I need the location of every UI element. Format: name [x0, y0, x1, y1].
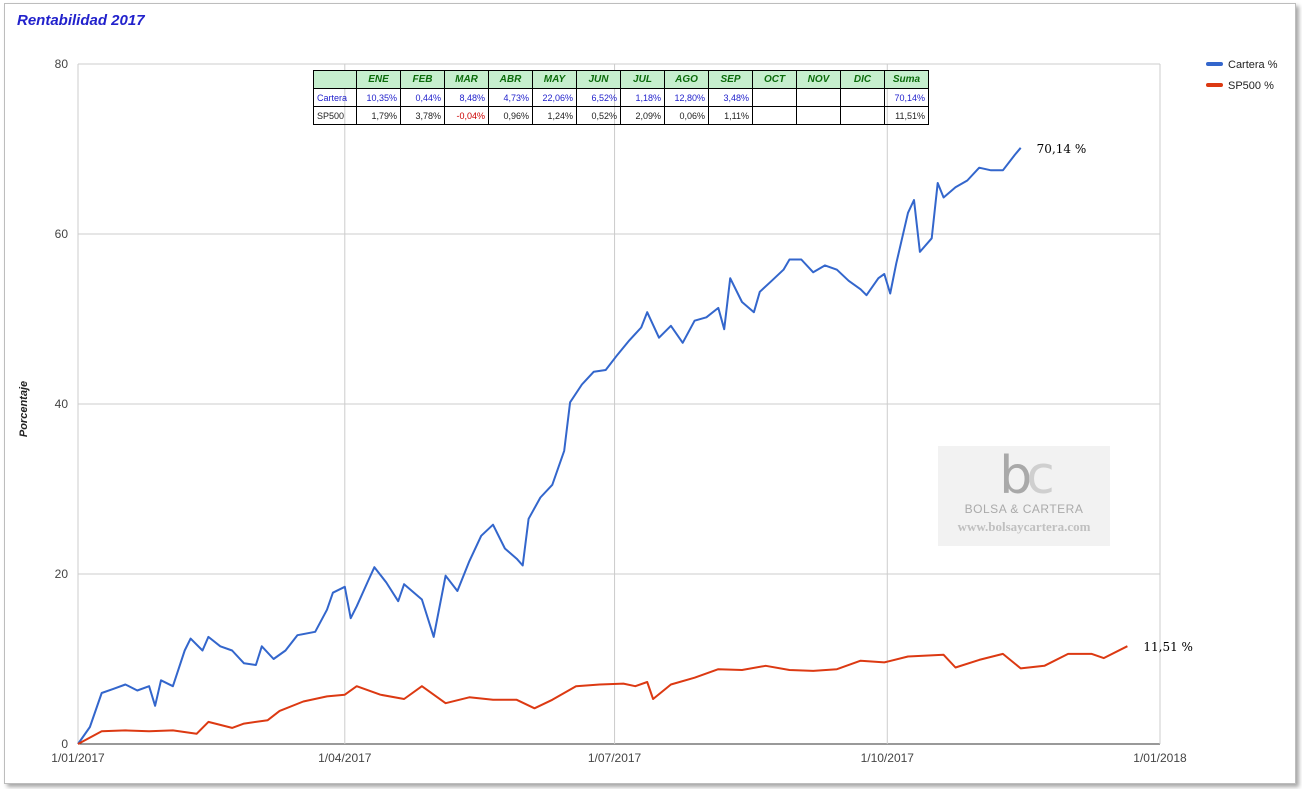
series-end-label: 11,51 % — [1143, 640, 1193, 654]
table-cell — [752, 88, 797, 107]
table-cell: 1,79% — [356, 106, 401, 125]
table-row-label: SP500 — [313, 106, 357, 125]
table-header-jul: JUL — [620, 70, 665, 89]
table-cell: 0,44% — [400, 88, 445, 107]
y-tick-label: 40 — [55, 397, 69, 411]
table-cell: 1,11% — [708, 106, 753, 125]
table-header-ago: AGO — [664, 70, 709, 89]
table-cell — [796, 88, 841, 107]
table-cell: 8,48% — [444, 88, 489, 107]
series-line-sp500 — [77, 645, 1128, 745]
y-tick-label: 0 — [61, 737, 68, 751]
y-tick-label: 60 — [55, 227, 69, 241]
table-cell — [796, 106, 841, 125]
table-header-sep: SEP — [708, 70, 753, 89]
watermark-logo-c: c — [1026, 446, 1054, 506]
table-cell — [840, 106, 885, 125]
watermark-name: BOLSA & CARTERA — [964, 502, 1084, 516]
watermark-url: www.bolsaycartera.com — [957, 519, 1091, 534]
table-header-feb: FEB — [400, 70, 445, 89]
table-cell: 1,24% — [532, 106, 577, 125]
series-end-label: 70,14 % — [1037, 142, 1087, 156]
table-cell: 0,96% — [488, 106, 533, 125]
table-cell: 3,48% — [708, 88, 753, 107]
table-cell: 3,78% — [400, 106, 445, 125]
y-tick-label: 80 — [55, 57, 69, 71]
watermark-logo-b: b — [999, 446, 1032, 506]
table-cell: 10,35% — [356, 88, 401, 107]
table-header-nov: NOV — [796, 70, 841, 89]
table-cell: 0,06% — [664, 106, 709, 125]
watermark-logo: bc — [938, 446, 1110, 506]
table-cell: 12,80% — [664, 88, 709, 107]
monthly-returns-table: ENE FEB MAR ABR MAY JUN JUL AGO SEP OCT NOV DIC Suma… — [313, 70, 929, 125]
table-header-row: ENE FEB MAR ABR MAY JUN JUL AGO SEP OCT NOV DIC Suma — [313, 70, 929, 89]
table-header-may: MAY — [532, 70, 577, 89]
table-row: SP500 1,79% 3,78% -0,04% 0,96% 1,24% 0,52% 2,09… — [313, 106, 929, 125]
table-row-label: Cartera — [313, 88, 357, 107]
x-tick-label: 1/01/2018 — [1133, 751, 1187, 765]
table-cell: 4,73% — [488, 88, 533, 107]
x-tick-label: 1/01/2017 — [51, 751, 105, 765]
table-header-ene: ENE — [356, 70, 401, 89]
table-cell: 1,18% — [620, 88, 665, 107]
y-tick-label: 20 — [55, 567, 69, 581]
table-header-mar: MAR — [444, 70, 489, 89]
table-header-jun: JUN — [576, 70, 621, 89]
table-cell: 0,52% — [576, 106, 621, 125]
table-cell — [840, 88, 885, 107]
table-header-dic: DIC — [840, 70, 885, 89]
table-corner-cell — [313, 70, 357, 89]
table-row: Cartera 10,35% 0,44% 8,48% 4,73% 22,06% 6,52% 1… — [313, 88, 929, 107]
x-tick-label: 1/04/2017 — [318, 751, 372, 765]
table-header-oct: OCT — [752, 70, 797, 89]
table-cell: 2,09% — [620, 106, 665, 125]
table-cell: -0,04% — [444, 106, 489, 125]
table-cell: 6,52% — [576, 88, 621, 107]
table-header-abr: ABR — [488, 70, 533, 89]
legend-entry: Cartera % — [1228, 59, 1278, 71]
x-tick-label: 1/07/2017 — [588, 751, 642, 765]
y-axis-label: Porcentaje — [18, 381, 30, 437]
table-cell: 11,51% — [884, 106, 929, 125]
x-tick-label: 1/10/2017 — [861, 751, 915, 765]
chart-title: Rentabilidad 2017 — [17, 12, 145, 29]
watermark: bc BOLSA & CARTERA www.bolsaycartera.com — [938, 446, 1110, 546]
table-cell — [752, 106, 797, 125]
series-line-cartera — [77, 147, 1022, 745]
table-cell: 70,14% — [884, 88, 929, 107]
table-header-suma: Suma — [884, 70, 929, 89]
legend-entry: SP500 % — [1228, 80, 1274, 92]
table-cell: 22,06% — [532, 88, 577, 107]
